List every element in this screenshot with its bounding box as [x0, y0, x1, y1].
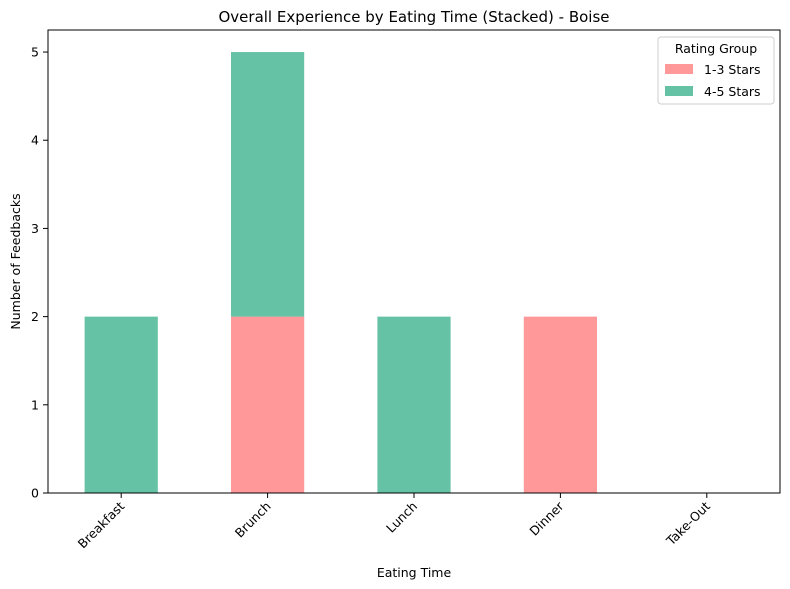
- legend-swatch-1-3-stars: [665, 64, 693, 74]
- y-tick-label: 1: [31, 397, 39, 412]
- y-axis-ticks: 0 1 2 3 4 5: [31, 45, 48, 501]
- y-axis-label: Number of Feedbacks: [8, 193, 23, 329]
- bar-brunch-4-5-stars: [231, 52, 305, 317]
- y-tick-label: 4: [31, 133, 39, 148]
- legend-label-1-3-stars: 1-3 Stars: [704, 62, 761, 77]
- x-tick-label-brunch: Brunch: [232, 499, 274, 541]
- y-tick-label: 2: [31, 309, 39, 324]
- y-tick-label: 5: [31, 45, 39, 60]
- x-tick-label-take-out: Take-Out: [663, 498, 713, 548]
- x-tick-label-lunch: Lunch: [383, 499, 420, 536]
- bar-brunch-1-3-stars: [231, 316, 305, 493]
- legend-label-4-5-stars: 4-5 Stars: [704, 84, 761, 99]
- plot-area: 0 1 2 3 4 5 Breakfast Brunch Lunch Dinner Take-Ou…: [31, 29, 781, 551]
- x-tick-label-breakfast: Breakfast: [75, 498, 128, 551]
- chart-title: Overall Experience by Eating Time (Stack…: [218, 8, 609, 26]
- x-axis-label: Eating Time: [377, 565, 452, 580]
- x-axis-ticks: Breakfast Brunch Lunch Dinner Take-Out: [75, 493, 713, 551]
- bar-lunch-4-5-stars: [377, 316, 451, 493]
- legend-swatch-4-5-stars: [665, 86, 693, 96]
- y-tick-label: 3: [31, 221, 39, 236]
- bars-group: [84, 52, 597, 493]
- legend-title: Rating Group: [675, 41, 757, 56]
- bar-dinner-1-3-stars: [523, 316, 597, 493]
- bar-breakfast-4-5-stars: [84, 316, 158, 493]
- x-tick-label-dinner: Dinner: [526, 498, 567, 539]
- legend: Rating Group 1-3 Stars 4-5 Stars: [657, 36, 775, 105]
- y-tick-label: 0: [31, 486, 39, 501]
